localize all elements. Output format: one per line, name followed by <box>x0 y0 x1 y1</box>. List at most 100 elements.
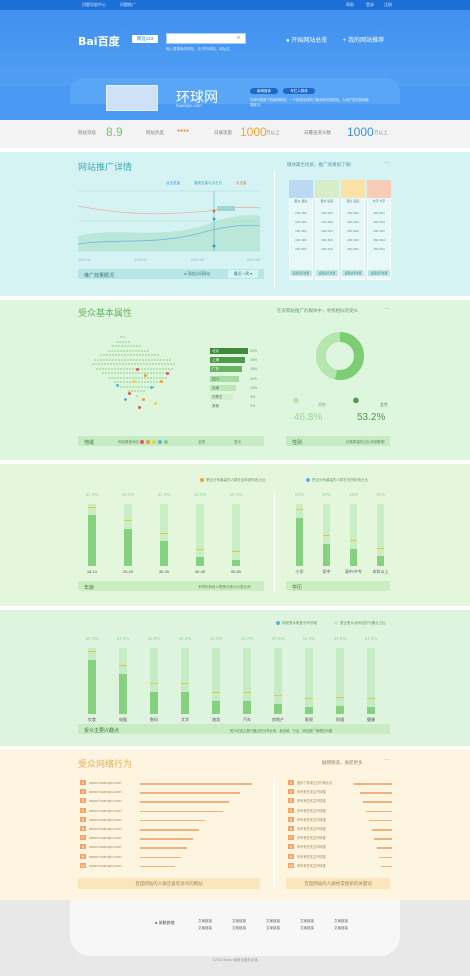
ad-card-button[interactable]: 设置显示位置 <box>290 270 312 276</box>
bar-percent: 34.0% <box>333 636 347 641</box>
site-row[interactable]: 2 www.huanqiu.com <box>80 789 260 795</box>
ad-card-button[interactable]: 设置显示位置 <box>368 270 390 276</box>
footer-link[interactable]: 文案链接 <box>300 926 314 930</box>
keyword-row[interactable]: 10 你号有些关注环球搜 <box>288 862 392 868</box>
site-row[interactable]: 5 www.huanqiu.com <box>80 816 260 822</box>
interest-section <box>0 610 470 746</box>
map-scope[interactable]: 全国 <box>198 440 205 444</box>
site-url[interactable]: www.huanqiu.com <box>89 835 122 841</box>
bar-category: 饮食 <box>88 717 96 722</box>
site-url[interactable]: huanqiu.com <box>176 103 202 108</box>
ad-card-button[interactable]: 设置显示位置 <box>316 270 338 276</box>
keyword-text[interactable]: 你号有些关注环球搜 <box>297 863 326 868</box>
keyword-row[interactable]: 5 你号有些关注环球搜 <box>288 816 392 822</box>
site-row[interactable]: 6 www.huanqiu.com <box>80 826 260 831</box>
more-icon[interactable]: ··· <box>384 160 390 166</box>
keyword-row[interactable]: 6 你号有些关注环球搜 <box>288 826 392 831</box>
site-row[interactable]: 10 www.huanqiu.com <box>80 862 260 868</box>
topbar-link-2[interactable]: 问题推广 <box>120 2 136 7</box>
promo-add-link[interactable]: ● 添加访问网站 <box>184 272 211 276</box>
site-tag-2[interactable]: 专栏人群体 <box>283 88 315 94</box>
footer-link[interactable]: 文案链接 <box>232 926 246 930</box>
baidu-logo[interactable]: Bai百度 <box>78 35 120 48</box>
keyword-row[interactable]: 3 你号有些关注环球搜 <box>288 798 392 804</box>
site-url[interactable]: www.huanqiu.com <box>89 807 122 813</box>
topbar-help[interactable]: 帮助 <box>346 2 354 7</box>
keyword-text[interactable]: 你号有些关注环球搜 <box>297 836 326 841</box>
site-row[interactable]: 9 www.huanqiu.com <box>80 853 260 859</box>
keyword-text[interactable]: 你号有些关注环球搜 <box>297 817 326 822</box>
map-dot <box>124 354 126 356</box>
ad-card-size: 180×600 <box>373 229 385 233</box>
keyword-text[interactable]: 你号有些关注环球搜 <box>297 845 326 850</box>
region-pct: 3% <box>250 395 256 399</box>
site-url[interactable]: www.huanqiu.com <box>89 853 122 859</box>
site-row[interactable]: 1 www.huanqiu.com <box>80 780 260 785</box>
keyword-row[interactable]: 7 你号有些关注环球搜 <box>288 835 392 841</box>
keyword-row[interactable]: 1 搜你了需求主任环球点击 <box>288 780 392 785</box>
search-icon[interactable]: ⌕ <box>236 35 241 41</box>
footer-link[interactable]: 文案链接 <box>300 919 314 923</box>
footer-link[interactable]: 文案链接 <box>334 919 348 923</box>
footer-link[interactable]: 文案链接 <box>232 919 246 923</box>
ad-card-size: 180×600 <box>347 220 359 224</box>
keyword-text[interactable]: 你号有些关注环球搜 <box>297 808 326 813</box>
site-url[interactable]: www.huanqiu.com <box>89 798 122 804</box>
interest-legend-2: 是否受众对网站的兴趣点占比 <box>334 621 386 626</box>
region-name: 四川 <box>212 376 219 381</box>
keyword-text[interactable]: 你号有些关注环球搜 <box>297 854 326 859</box>
topbar-link-1[interactable]: 问题导航中心 <box>82 2 106 7</box>
site-url[interactable]: www.huanqiu.com <box>89 789 122 795</box>
map-dot <box>92 363 94 365</box>
map-dot <box>120 385 122 388</box>
topbar-login[interactable]: 登录 <box>366 2 374 7</box>
bar-marker <box>305 698 313 700</box>
map-dot <box>153 367 155 370</box>
bar-background <box>323 504 330 566</box>
keyword-row[interactable]: 8 你号有些关注环球搜 <box>288 844 392 850</box>
bar-background <box>377 504 384 566</box>
edu-bar-column <box>350 504 357 566</box>
site-url[interactable]: www.huanqiu.com <box>89 862 122 868</box>
search-input[interactable] <box>166 33 246 44</box>
keyword-row[interactable]: 4 你号有些关注环球搜 <box>288 807 392 813</box>
keyword-row[interactable]: 9 你号有些关注环球搜 <box>288 853 392 859</box>
keyword-text[interactable]: 你号有些关注环球搜 <box>297 827 326 831</box>
more-icon[interactable]: ··· <box>384 306 390 312</box>
keyword-text[interactable]: 你号有些关注环球搜 <box>297 790 326 795</box>
site-row[interactable]: 4 www.huanqiu.com <box>80 807 260 813</box>
ad-card-button[interactable]: 设置显示位置 <box>342 270 364 276</box>
bar-percent: 34.0% <box>209 636 223 641</box>
map-dot <box>114 376 116 379</box>
rank-number: 2 <box>80 789 86 795</box>
site-row[interactable]: 8 www.huanqiu.com <box>80 844 260 850</box>
footer-link[interactable]: 文案链接 <box>198 919 212 923</box>
site-url[interactable]: www.huanqiu.com <box>89 780 122 785</box>
footer-link[interactable]: 文案链接 <box>266 926 280 930</box>
site-url[interactable]: www.huanqiu.com <box>89 816 122 822</box>
topbar-register[interactable]: 注册 <box>384 2 392 7</box>
footer-link[interactable]: 文案链接 <box>334 926 348 930</box>
divider <box>274 776 275 888</box>
more-icon[interactable]: ··· <box>384 757 390 763</box>
nav-recommend[interactable]: + 我的网站推荐 <box>343 38 385 44</box>
map-display[interactable]: 显示 <box>234 440 241 444</box>
site-tag-1[interactable]: 新闻媒体 <box>250 88 278 94</box>
map-dot <box>138 385 140 388</box>
nav-overview[interactable]: ● 开始网站总览 <box>286 38 328 44</box>
keyword-text[interactable]: 搜你了需求主任环球点击 <box>297 781 333 785</box>
range-select[interactable]: 最近一周 ▾ <box>228 270 258 278</box>
site-row[interactable]: 7 www.huanqiu.com <box>80 835 260 841</box>
map-dot <box>165 376 167 379</box>
keyword-text[interactable]: 你号有些关注环球搜 <box>297 799 326 804</box>
interest-bar-column <box>88 648 96 714</box>
footer-link-column: 文案链接 文案链接 <box>300 918 314 932</box>
site-row[interactable]: 3 www.huanqiu.com <box>80 798 260 804</box>
site-url[interactable]: www.huanqiu.com <box>89 844 122 850</box>
interest-bar-column <box>119 648 127 714</box>
footer-link[interactable]: 文案链接 <box>266 919 280 923</box>
site-url[interactable]: www.huanqiu.com <box>89 826 122 831</box>
ad-card-size: 180×600 <box>373 247 385 251</box>
keyword-row[interactable]: 2 你号有些关注环球搜 <box>288 789 392 795</box>
footer-link[interactable]: 文案链接 <box>198 926 212 930</box>
